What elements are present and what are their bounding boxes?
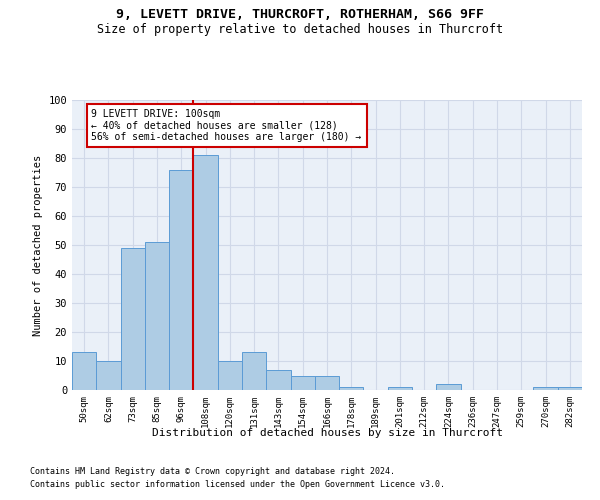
Text: Distribution of detached houses by size in Thurcroft: Distribution of detached houses by size … bbox=[151, 428, 503, 438]
Bar bbox=[72, 352, 96, 390]
Y-axis label: Number of detached properties: Number of detached properties bbox=[33, 154, 43, 336]
Bar bbox=[242, 352, 266, 390]
Bar bbox=[266, 370, 290, 390]
Bar bbox=[121, 248, 145, 390]
Text: Contains public sector information licensed under the Open Government Licence v3: Contains public sector information licen… bbox=[30, 480, 445, 489]
Bar bbox=[558, 387, 582, 390]
Text: Contains HM Land Registry data © Crown copyright and database right 2024.: Contains HM Land Registry data © Crown c… bbox=[30, 467, 395, 476]
Bar bbox=[169, 170, 193, 390]
Bar bbox=[533, 387, 558, 390]
Bar bbox=[315, 376, 339, 390]
Bar bbox=[96, 361, 121, 390]
Bar bbox=[145, 242, 169, 390]
Bar bbox=[193, 155, 218, 390]
Bar bbox=[388, 387, 412, 390]
Bar bbox=[290, 376, 315, 390]
Bar bbox=[436, 384, 461, 390]
Text: 9, LEVETT DRIVE, THURCROFT, ROTHERHAM, S66 9FF: 9, LEVETT DRIVE, THURCROFT, ROTHERHAM, S… bbox=[116, 8, 484, 20]
Text: Size of property relative to detached houses in Thurcroft: Size of property relative to detached ho… bbox=[97, 22, 503, 36]
Text: 9 LEVETT DRIVE: 100sqm
← 40% of detached houses are smaller (128)
56% of semi-de: 9 LEVETT DRIVE: 100sqm ← 40% of detached… bbox=[91, 108, 362, 142]
Bar bbox=[339, 387, 364, 390]
Bar bbox=[218, 361, 242, 390]
